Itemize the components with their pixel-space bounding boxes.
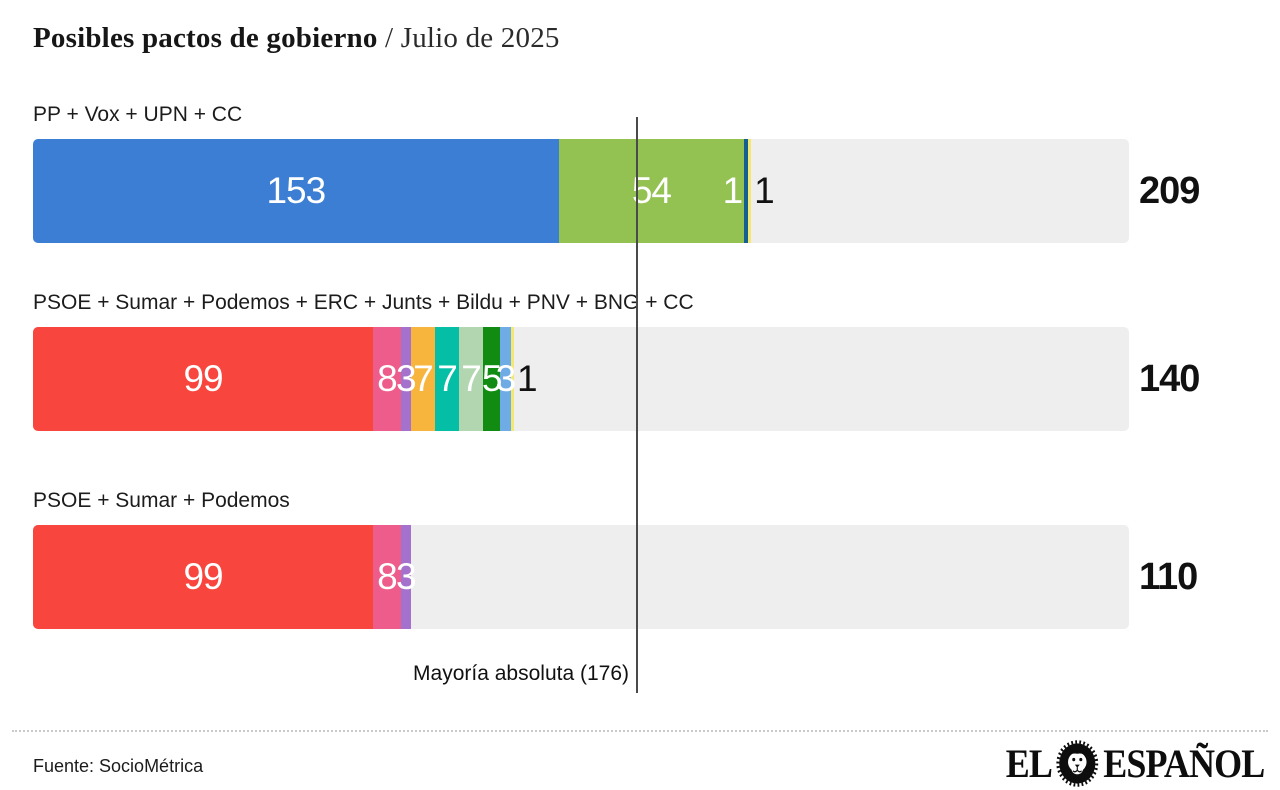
segment-sumar	[373, 525, 401, 629]
pact-total: 209	[1139, 169, 1200, 212]
logo-word-el: EL	[1005, 740, 1052, 786]
segment-vox	[558, 139, 745, 243]
segment-labels-layer: 99 8 3	[33, 525, 1129, 629]
segment-value-podemos: 3	[395, 556, 417, 597]
segment-value-psoe: 99	[183, 556, 223, 597]
segment-bildu	[459, 327, 484, 431]
segments-layer	[33, 139, 1129, 243]
pact-row: PSOE + Sumar + Podemos + ERC + Junts + B…	[33, 289, 1247, 431]
page-title-main: Posibles pactos de gobierno	[33, 22, 378, 54]
segment-value-bng: 3	[495, 358, 517, 399]
el-espanol-logo: EL ESPAÑOL	[1005, 740, 1265, 787]
segment-psoe	[33, 327, 374, 431]
segment-value-cc: 1	[517, 358, 538, 399]
segment-cc	[747, 139, 752, 243]
page-title-date: / Julio de 2025	[377, 22, 560, 54]
segment-bng	[500, 327, 511, 431]
segment-value-vox: 54	[631, 170, 672, 211]
segment-psoe	[33, 525, 374, 629]
segment-upn	[744, 139, 748, 243]
segment-value-psoe: 99	[183, 358, 223, 399]
segments-layer	[33, 525, 1129, 629]
segment-value-cc: 1	[754, 170, 775, 211]
segment-cc	[510, 327, 514, 431]
segment-value-podemos: 3	[395, 358, 417, 399]
page-title: Posibles pactos de gobierno / Julio de 2…	[33, 22, 560, 55]
segment-sumar	[373, 327, 401, 431]
segment-podemos	[400, 327, 411, 431]
segments-layer	[33, 327, 1129, 431]
segment-labels-layer: 99 8 3 7 7 7 5 3 1	[33, 327, 1129, 431]
segment-value-upn: 1	[722, 170, 744, 211]
source-credit: Fuente: SocioMétrica	[33, 756, 204, 776]
pact-total: 140	[1139, 357, 1200, 400]
segment-value-sumar: 8	[377, 556, 398, 597]
lion-head-icon	[1056, 740, 1099, 787]
pact-bar-row: 99 8 3 110	[33, 525, 1247, 629]
majority-threshold-line	[636, 117, 638, 693]
pact-row: PP + Vox + UPN + CC 153 54 1 1 209	[33, 101, 1247, 243]
pact-row: PSOE + Sumar + Podemos 99 8 3 110	[33, 487, 1247, 629]
segment-junts	[434, 327, 460, 431]
seat-track: 99 8 3 7 7 7 5 3 1	[33, 327, 1129, 431]
pact-row-label: PSOE + Sumar + Podemos	[33, 489, 290, 512]
segment-podemos	[400, 525, 411, 629]
seat-track: 153 54 1 1	[33, 139, 1129, 243]
segment-value-bildu: 7	[461, 358, 482, 399]
seat-track: 99 8 3	[33, 525, 1129, 629]
segment-labels-layer: 153 54 1 1	[33, 139, 1129, 243]
segment-pp	[33, 139, 559, 243]
segment-value-junts: 7	[437, 358, 458, 399]
segment-pnv	[483, 327, 501, 431]
majority-threshold-label: Mayoría absoluta (176)	[413, 662, 629, 685]
segment-value-pp: 153	[266, 170, 326, 211]
pact-row-label: PSOE + Sumar + Podemos + ERC + Junts + B…	[33, 291, 694, 314]
logo-word-espanol: ESPAÑOL	[1102, 740, 1265, 786]
pact-total: 110	[1139, 555, 1198, 598]
segment-erc	[410, 327, 435, 431]
segment-value-erc: 7	[413, 358, 434, 399]
footer-divider	[12, 730, 1268, 732]
pact-bar-row: 153 54 1 1 209	[33, 139, 1247, 243]
segment-value-pnv: 5	[481, 358, 503, 399]
pact-bar-row: 99 8 3 7 7 7 5 3 1 140	[33, 327, 1247, 431]
segment-value-sumar: 8	[377, 358, 398, 399]
pact-row-label: PP + Vox + UPN + CC	[33, 103, 243, 126]
